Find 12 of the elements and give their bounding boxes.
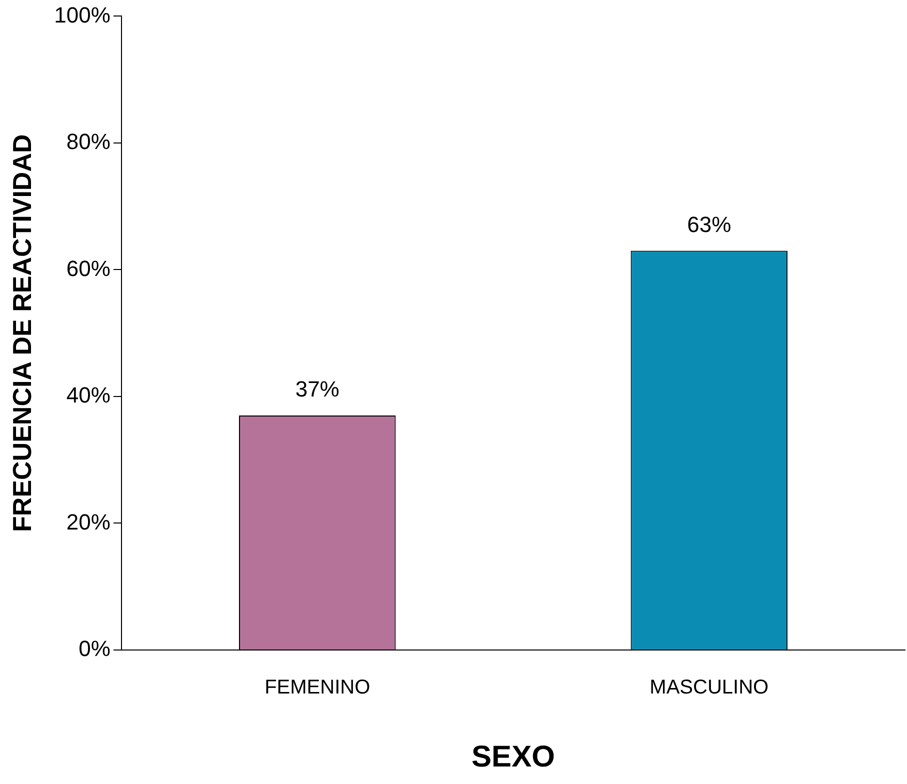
y-tick-label: 20% bbox=[66, 509, 110, 534]
y-tick-label: 60% bbox=[66, 256, 110, 281]
x-axis-title: SEXO bbox=[472, 740, 555, 774]
y-axis-title: FRECUENCIA DE REACTIVIDAD bbox=[6, 134, 37, 532]
x-tick-label: FEMENINO bbox=[264, 676, 370, 699]
y-tick-label: 80% bbox=[66, 129, 110, 154]
y-tick-label: 40% bbox=[66, 382, 110, 408]
y-tick-label: 100% bbox=[54, 2, 110, 28]
data-label: 37% bbox=[295, 376, 340, 402]
x-tick-label: MASCULINO bbox=[650, 676, 769, 699]
data-label: 63% bbox=[687, 212, 732, 237]
y-tick-label: 0% bbox=[78, 636, 110, 662]
